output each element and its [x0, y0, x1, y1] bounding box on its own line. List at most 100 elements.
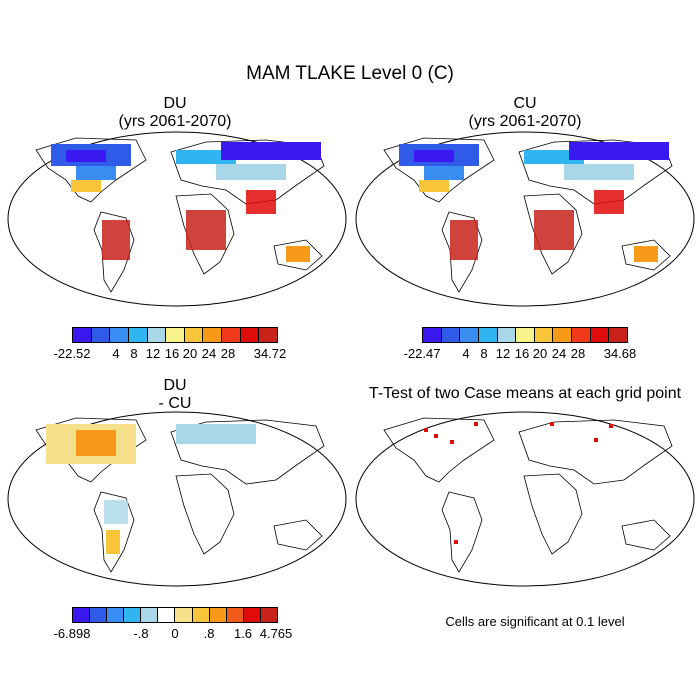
colorbar-cell — [497, 328, 517, 342]
colorbar-cell — [259, 328, 278, 342]
eurasia-outline — [518, 139, 673, 205]
colorbar-cell — [423, 328, 442, 342]
africa-outline — [523, 473, 583, 555]
tick-du-3: 12 — [145, 346, 161, 361]
south-america-cells — [102, 220, 130, 260]
siberia-cells — [569, 142, 669, 160]
south-asia-cells — [594, 190, 624, 214]
colorbar-cell — [441, 328, 461, 342]
africa-outline — [175, 473, 235, 555]
colorbar-cell — [90, 608, 108, 622]
colorbar-cell — [166, 328, 185, 342]
panel-du-title-line1: DU — [163, 95, 187, 112]
tick-du-2: 8 — [130, 346, 138, 361]
south-america-outline — [93, 491, 135, 573]
colorbar-cell — [91, 328, 111, 342]
colorbar-cell — [203, 328, 223, 342]
north-america-outline — [383, 417, 495, 483]
figure-title: MAM TLAKE Level 0 (C) — [246, 63, 454, 84]
panel-du-title-line2: (yrs 2061-2070) — [118, 113, 232, 130]
colorbar-cell — [243, 608, 261, 622]
panel-diff-title-line2: - CU — [158, 395, 192, 412]
eurasia-outline — [518, 419, 673, 485]
colorbar-cell — [192, 608, 210, 622]
map-ttest — [355, 411, 695, 587]
colorbar-cell — [240, 328, 260, 342]
tick-diff-3: .8 — [203, 626, 215, 641]
eurasia-outline — [170, 139, 325, 205]
colorbar-diff — [72, 607, 278, 623]
colorbar-cell — [107, 608, 125, 622]
sig-cell — [474, 422, 478, 426]
colorbar-cell — [590, 328, 610, 342]
panel-cu-title: CU (yrs 2061-2070) — [440, 95, 610, 131]
colorbar-cell — [260, 608, 277, 622]
panel-diff-title-line1: DU — [163, 377, 187, 394]
map-border — [355, 411, 695, 587]
australia-outline — [621, 519, 671, 551]
colorbar-cell — [516, 328, 535, 342]
colorbar-cell — [572, 328, 591, 342]
colorbar-cell — [73, 608, 91, 622]
asia-cells — [564, 164, 634, 180]
colorbar-cell — [460, 328, 479, 342]
tick-du-8: 34.72 — [253, 346, 287, 361]
australia-outline — [273, 519, 323, 551]
tick-cu-3: 12 — [495, 346, 511, 361]
significance-note: Cells are significant at 0.1 level — [445, 614, 625, 629]
sig-cell — [434, 434, 438, 438]
data-cells — [399, 142, 669, 262]
tick-cu-7: 28 — [570, 346, 586, 361]
data-cells — [51, 142, 321, 262]
south-asia-cells — [246, 190, 276, 214]
colorbar-cell — [209, 608, 227, 622]
us-south-cells — [419, 180, 449, 192]
tick-du-4: 16 — [164, 346, 180, 361]
south-america-cells — [104, 500, 128, 524]
colorbar-cell — [128, 328, 148, 342]
tick-du-6: 24 — [201, 346, 217, 361]
map-diff — [7, 411, 347, 587]
data-cells — [46, 424, 256, 554]
tick-diff-4: 1.6 — [233, 626, 253, 641]
australia-outline — [621, 239, 671, 271]
panel-cu-title-line2: (yrs 2061-2070) — [468, 113, 582, 130]
colorbar-cell — [226, 608, 244, 622]
colorbar-cu — [422, 327, 628, 343]
tick-cu-4: 16 — [514, 346, 530, 361]
map-cu — [355, 131, 695, 307]
colorbar-cell — [553, 328, 573, 342]
colorbar-cell — [534, 328, 554, 342]
sig-cell — [609, 424, 613, 428]
asia-cells — [216, 164, 286, 180]
sig-cell — [450, 440, 454, 444]
colorbar-cell — [175, 608, 193, 622]
north-america-coldest-cells — [414, 150, 454, 162]
significant-cells — [424, 422, 613, 544]
panel-du-title: DU (yrs 2061-2070) — [90, 95, 260, 131]
us-south-cells — [71, 180, 101, 192]
australia-outline — [273, 239, 323, 271]
south-america-cells — [450, 220, 478, 260]
panel-cu-title-line1: CU — [513, 95, 537, 112]
map-du — [7, 131, 347, 307]
siberia-cells — [221, 142, 321, 160]
tick-du-0: -22.52 — [53, 346, 91, 361]
eurasia-cool-cells — [176, 424, 256, 444]
tick-cu-2: 8 — [480, 346, 488, 361]
tick-cu-1: 4 — [462, 346, 470, 361]
south-america-outline — [441, 491, 483, 573]
tick-du-5: 20 — [182, 346, 198, 361]
colorbar-cell — [110, 328, 129, 342]
tick-diff-1: -.8 — [133, 626, 149, 641]
colorbar-cell — [222, 328, 241, 342]
colorbar-cell — [141, 608, 159, 622]
sig-cell — [454, 540, 458, 544]
panel-ttest-title: T-Test of two Case means at each grid po… — [368, 385, 682, 402]
australia-cells — [286, 246, 310, 262]
tick-cu-0: -22.47 — [403, 346, 441, 361]
tick-cu-8: 34.68 — [603, 346, 637, 361]
tick-du-1: 4 — [112, 346, 120, 361]
australia-cells — [634, 246, 658, 262]
tick-diff-5: 4.765 — [259, 626, 293, 641]
